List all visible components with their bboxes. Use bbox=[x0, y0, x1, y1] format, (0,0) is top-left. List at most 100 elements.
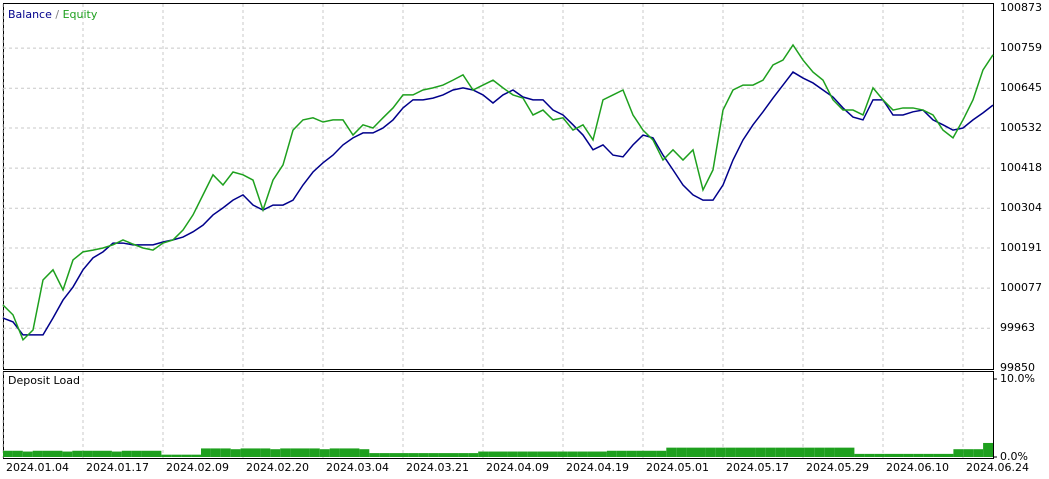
legend-separator: / bbox=[55, 8, 59, 21]
bar bbox=[72, 450, 83, 457]
bar bbox=[577, 451, 588, 457]
bar bbox=[636, 450, 647, 457]
bar bbox=[488, 451, 498, 457]
y-tick-label: 100418 bbox=[1000, 161, 1042, 174]
bar bbox=[923, 453, 934, 457]
bar bbox=[626, 450, 637, 457]
bar bbox=[359, 449, 370, 457]
y-tick-label: 100645 bbox=[1000, 81, 1042, 94]
x-tick-label: 2024.06.24 bbox=[966, 461, 1029, 474]
bar bbox=[389, 453, 399, 457]
bar bbox=[171, 454, 182, 457]
x-tick-label: 2024.03.04 bbox=[326, 461, 389, 474]
bar bbox=[399, 453, 409, 457]
bar bbox=[270, 449, 281, 457]
bar bbox=[339, 448, 350, 457]
bar bbox=[349, 448, 360, 457]
bar bbox=[102, 450, 112, 457]
bar bbox=[814, 447, 825, 457]
bar bbox=[478, 451, 489, 457]
bar bbox=[587, 451, 597, 457]
bar bbox=[834, 447, 845, 457]
bar bbox=[220, 448, 231, 457]
bar bbox=[42, 450, 53, 457]
bar bbox=[210, 448, 221, 457]
y-tick-label: 100759 bbox=[1000, 41, 1042, 54]
bar bbox=[913, 453, 924, 457]
x-tick-label: 2024.03.21 bbox=[406, 461, 469, 474]
y-tick-label: 99850 bbox=[1000, 361, 1035, 374]
bar bbox=[765, 447, 776, 457]
bar bbox=[290, 448, 300, 457]
bar bbox=[280, 448, 291, 457]
bar bbox=[62, 451, 73, 457]
bar bbox=[161, 454, 172, 457]
bar bbox=[141, 450, 152, 457]
load-panel bbox=[3, 371, 994, 459]
y-tick-label: 0.0% bbox=[1000, 450, 1028, 463]
y-tick-label: 100873 bbox=[1000, 1, 1042, 14]
x-tick-label: 2024.01.04 bbox=[6, 461, 69, 474]
bar bbox=[12, 450, 23, 457]
bar bbox=[369, 453, 380, 457]
bar bbox=[240, 448, 251, 457]
bar bbox=[775, 447, 786, 457]
x-tick-label: 2024.02.20 bbox=[246, 461, 309, 474]
bar bbox=[715, 447, 726, 457]
bar bbox=[547, 451, 558, 457]
x-tick-label: 2024.04.19 bbox=[566, 461, 629, 474]
bar bbox=[963, 449, 974, 457]
bar bbox=[874, 453, 885, 457]
bar bbox=[507, 451, 518, 457]
bar bbox=[854, 453, 865, 457]
bar bbox=[537, 451, 548, 457]
bar bbox=[725, 447, 736, 457]
bar bbox=[973, 449, 984, 457]
load-title: Deposit Load bbox=[8, 374, 80, 387]
bar bbox=[3, 450, 13, 457]
bar bbox=[606, 450, 617, 457]
bar bbox=[557, 451, 568, 457]
bar bbox=[903, 453, 914, 457]
bar bbox=[52, 450, 63, 457]
bar bbox=[953, 449, 964, 457]
bar bbox=[933, 453, 944, 457]
x-tick-label: 2024.02.09 bbox=[166, 461, 229, 474]
x-tick-label: 2024.04.09 bbox=[486, 461, 549, 474]
bar bbox=[844, 447, 855, 457]
bar bbox=[597, 451, 607, 457]
x-tick-label: 2024.01.17 bbox=[86, 461, 149, 474]
x-tick-label: 2024.05.17 bbox=[726, 461, 789, 474]
bar bbox=[527, 451, 538, 457]
bar bbox=[121, 450, 132, 457]
bar bbox=[32, 450, 43, 457]
bar bbox=[696, 447, 706, 457]
bar bbox=[735, 447, 746, 457]
y-tick-label: 100304 bbox=[1000, 201, 1042, 214]
bar bbox=[795, 447, 805, 457]
bar bbox=[755, 447, 766, 457]
bar bbox=[300, 448, 310, 457]
bar bbox=[22, 451, 33, 457]
y-tick-label: 10.0% bbox=[1000, 372, 1035, 385]
bar bbox=[201, 448, 211, 457]
bar bbox=[319, 449, 330, 457]
legend-balance: Balance bbox=[8, 8, 52, 21]
bar bbox=[329, 448, 340, 457]
legend-equity: Equity bbox=[63, 8, 98, 21]
line-series bbox=[2, 43, 994, 342]
bar bbox=[418, 453, 429, 457]
bar bbox=[309, 448, 320, 457]
bar bbox=[151, 450, 162, 457]
bar bbox=[448, 453, 459, 457]
bar bbox=[498, 451, 508, 457]
bar bbox=[230, 449, 241, 457]
bar bbox=[111, 451, 122, 457]
bar bbox=[943, 453, 954, 457]
x-tick-label: 2024.05.01 bbox=[646, 461, 709, 474]
x-tick-label: 2024.06.10 bbox=[886, 461, 949, 474]
bar bbox=[785, 447, 795, 457]
bar bbox=[517, 451, 528, 457]
legend: Balance / Equity bbox=[8, 8, 98, 21]
